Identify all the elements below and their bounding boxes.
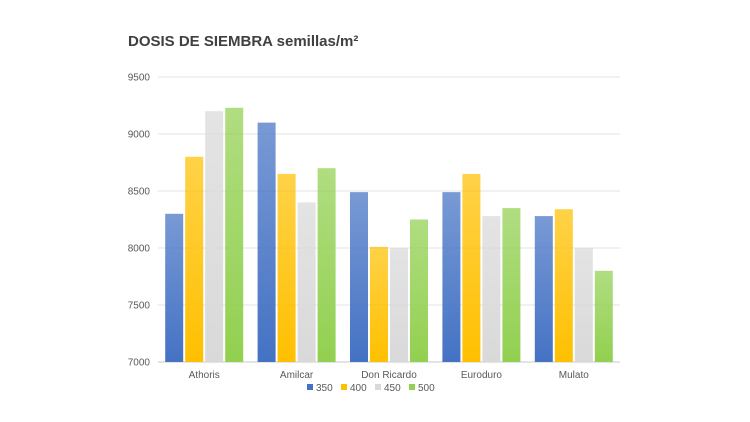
bar-450-mulato xyxy=(574,248,593,362)
y-tick-label: 9000 xyxy=(128,130,151,141)
bar-350-don-ricardo xyxy=(350,192,368,362)
bar-500-euroduro xyxy=(502,208,521,362)
legend-swatch-400 xyxy=(341,384,347,390)
bar-350-mulato xyxy=(534,216,553,362)
y-tick-label: 9500 xyxy=(128,73,151,84)
bar-500-don-ricardo xyxy=(410,219,428,362)
x-axis-ticks: Athoris Amilcar Don Ricardo Euroduro Mulato xyxy=(189,370,590,381)
legend-label-500: 500 xyxy=(418,383,435,394)
chart-title: DOSIS DE SIEMBRA semillas/m² xyxy=(128,33,358,50)
bar-350-athoris xyxy=(165,213,184,362)
x-tick-label: Amilcar xyxy=(280,370,314,381)
x-tick-label: Mulato xyxy=(559,370,589,381)
bar-500-mulato xyxy=(594,270,613,362)
legend-swatch-500 xyxy=(409,384,415,390)
x-tick-label: Athoris xyxy=(189,370,220,381)
bar-400-athoris xyxy=(185,156,204,362)
bar-350-euroduro xyxy=(442,192,461,362)
bar-500-amilcar xyxy=(317,168,336,362)
bar-400-euroduro xyxy=(462,173,481,362)
y-tick-label: 7500 xyxy=(128,301,151,312)
y-tick-label: 7000 xyxy=(128,358,151,369)
bar-450-don-ricardo xyxy=(390,248,408,362)
bar-400-amilcar xyxy=(277,173,296,362)
legend: 350 400 450 500 xyxy=(307,383,435,394)
bar-450-athoris xyxy=(205,111,224,362)
bars xyxy=(165,107,613,362)
y-axis-ticks: 7000 7500 8000 8500 9000 9500 xyxy=(128,73,151,369)
legend-swatch-450 xyxy=(375,384,381,390)
bar-500-athoris xyxy=(225,107,244,362)
bar-450-euroduro xyxy=(482,216,501,362)
y-tick-label: 8500 xyxy=(128,187,151,198)
legend-label-400: 400 xyxy=(350,383,367,394)
bar-350-amilcar xyxy=(257,122,276,362)
bar-450-amilcar xyxy=(297,202,316,362)
legend-label-350: 350 xyxy=(316,383,333,394)
x-tick-label: Euroduro xyxy=(461,370,503,381)
x-tick-label: Don Ricardo xyxy=(361,370,417,381)
y-tick-label: 8000 xyxy=(128,244,151,255)
bar-400-mulato xyxy=(554,209,573,362)
bar-400-don-ricardo xyxy=(370,246,388,362)
legend-label-450: 450 xyxy=(384,383,401,394)
legend-swatch-350 xyxy=(307,384,313,390)
